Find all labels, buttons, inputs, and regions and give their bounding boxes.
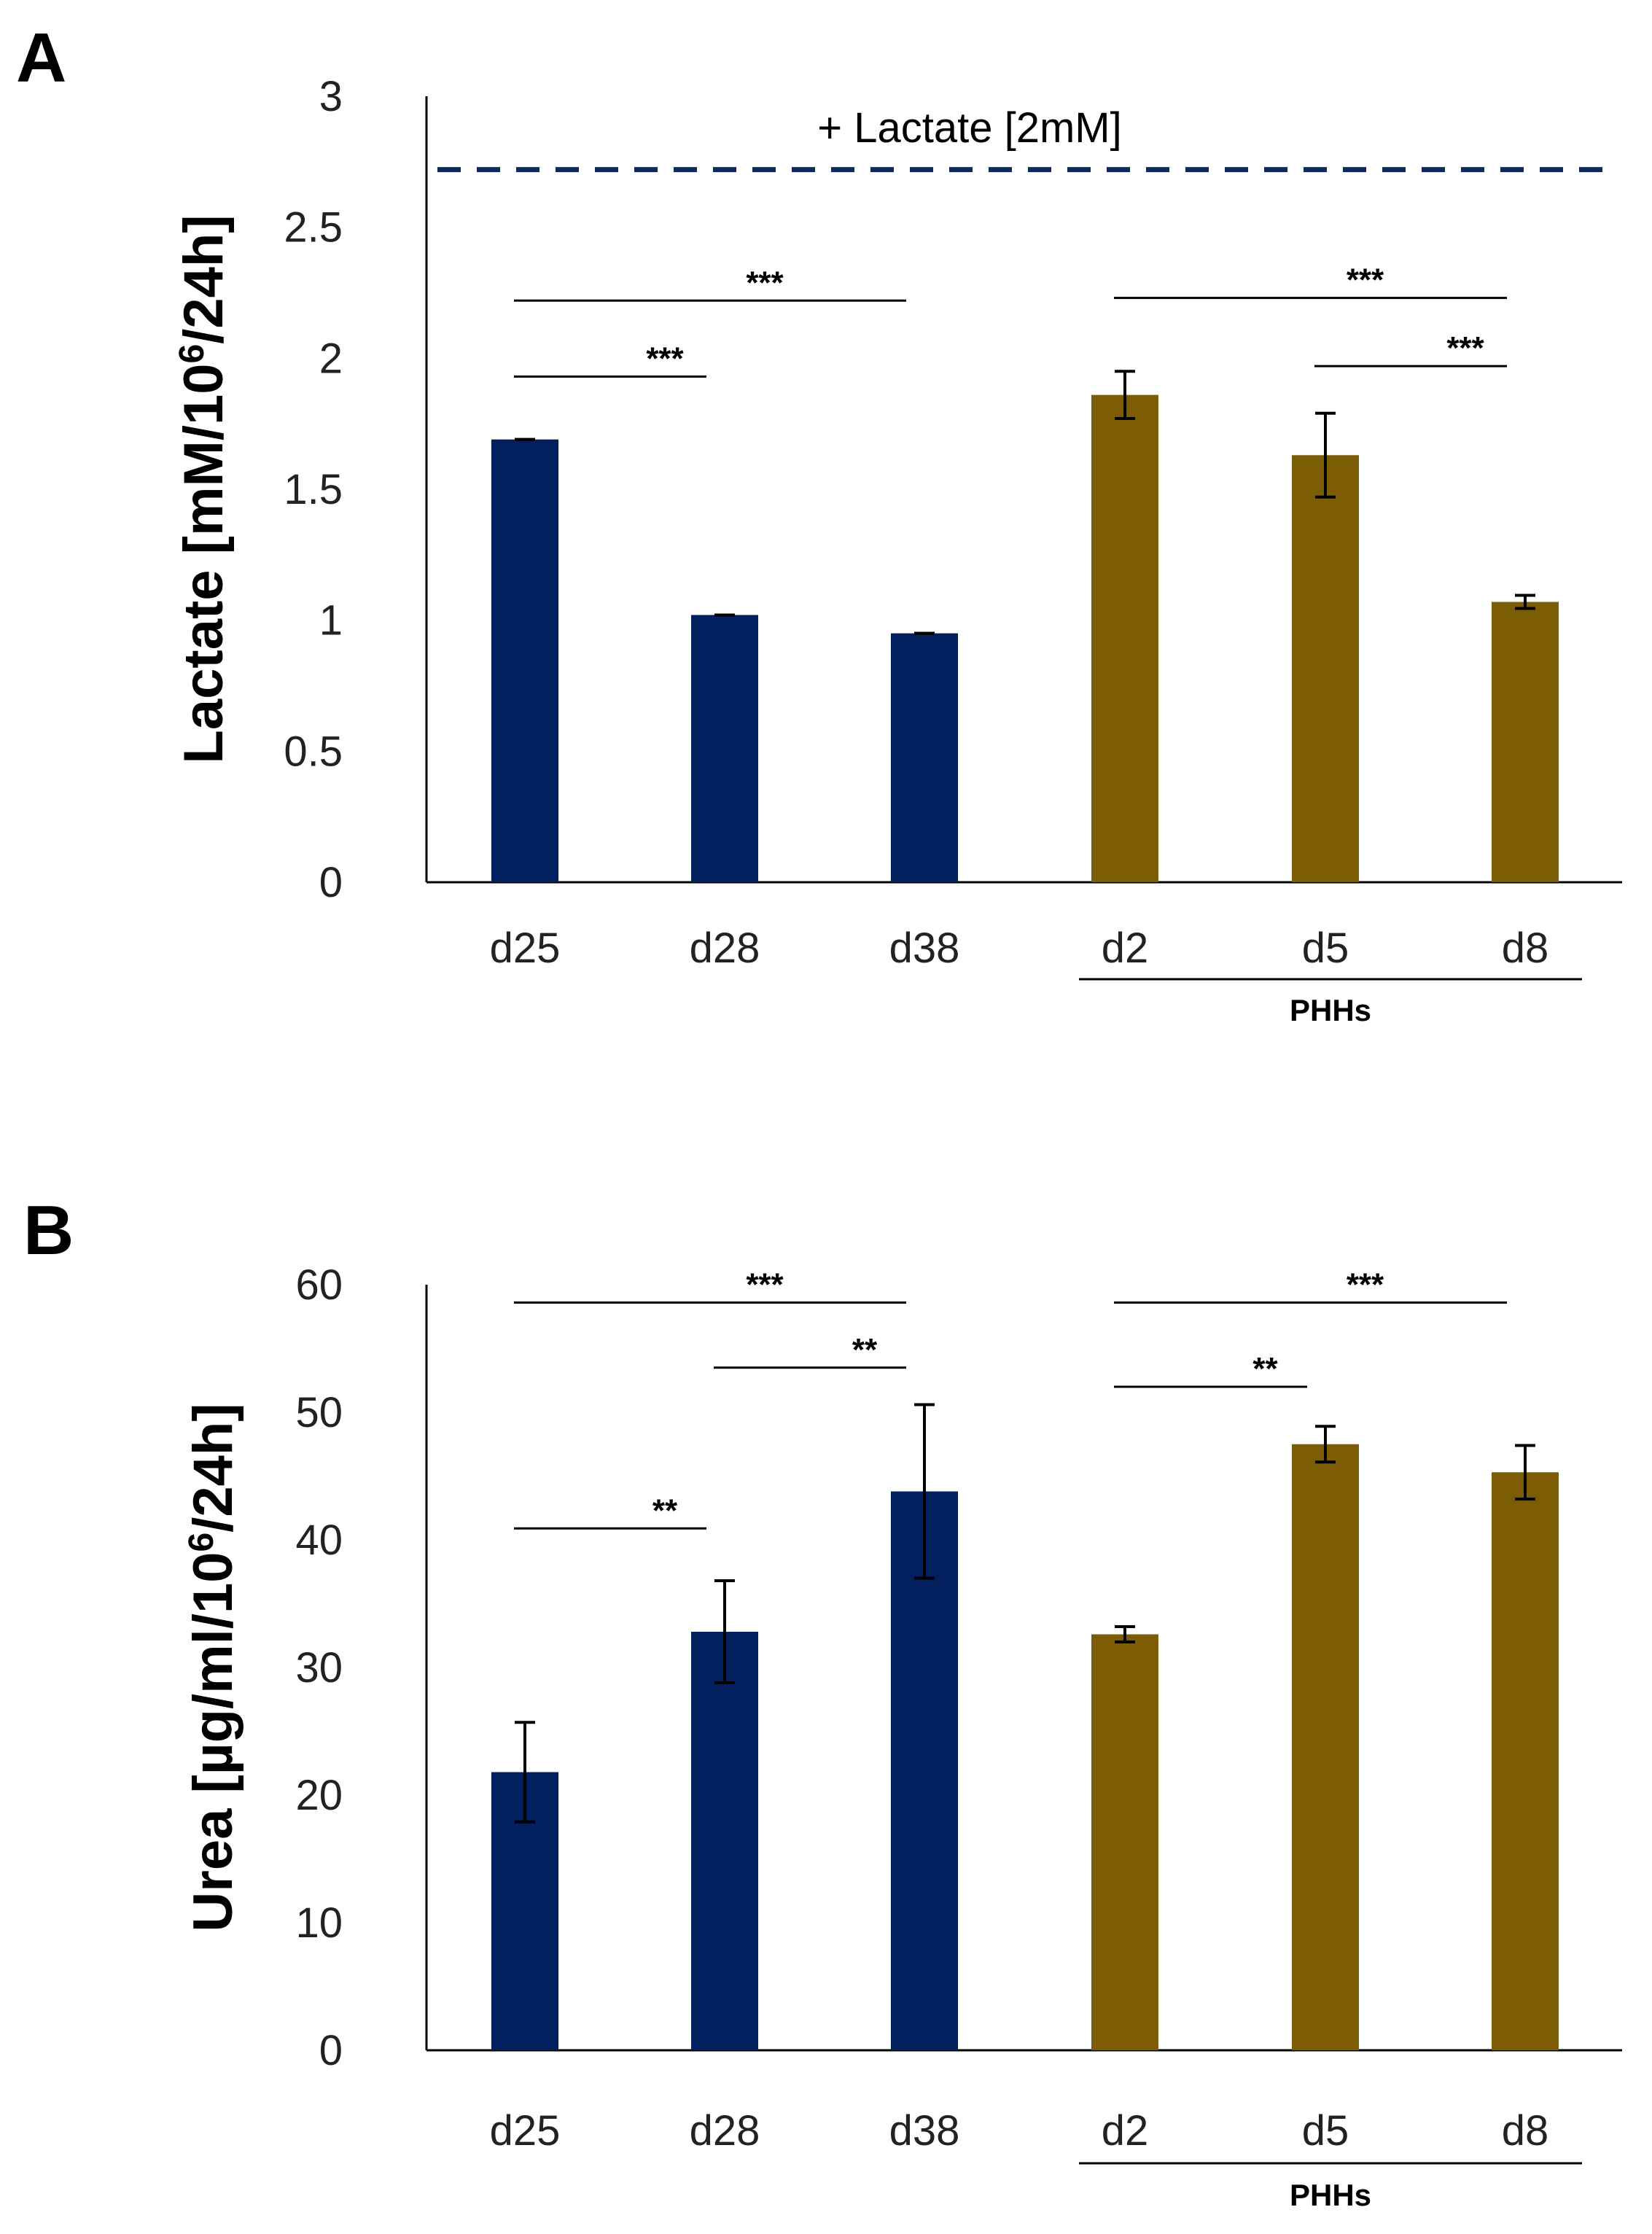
panel-b-category-label: d2 bbox=[1102, 2107, 1149, 2155]
panel-a-y-tick-label: 1 bbox=[319, 597, 343, 645]
panel-a-y-tick-label: 0 bbox=[319, 859, 343, 906]
panel-b-y-tick-label: 10 bbox=[295, 1899, 343, 1947]
panel-letter-a: A bbox=[16, 19, 66, 97]
panel-b-significance-label: ** bbox=[1252, 1351, 1278, 1387]
panel-a-reference-label: + Lactate [2mM] bbox=[817, 104, 1121, 152]
panel-a-chart: 0 0.5 1 1.5 2 2.5 3 Lactate [mM/106/24h] d25 d28 d… bbox=[173, 73, 1622, 1027]
panel-a-category-label: d2 bbox=[1102, 925, 1149, 972]
panel-a-category-label: d28 bbox=[690, 925, 760, 972]
panel-a-bar-d2 bbox=[1091, 394, 1158, 882]
panel-a-group-label: PHHs bbox=[1290, 993, 1371, 1027]
panel-b-bar-d38 bbox=[891, 1491, 958, 2050]
panel-b-y-tick-label: 40 bbox=[295, 1517, 343, 1564]
panel-a-significance-label: *** bbox=[646, 340, 684, 376]
panel-b-category-label: d5 bbox=[1302, 2107, 1349, 2155]
panel-b-y-tick-label: 30 bbox=[295, 1644, 343, 1692]
panel-b-y-tick-label: 20 bbox=[295, 1772, 343, 1819]
panel-b-category-label: d28 bbox=[690, 2107, 760, 2155]
panel-a-bar-d8 bbox=[1492, 602, 1559, 882]
panel-b-y-tick-label: 50 bbox=[295, 1389, 343, 1436]
panel-b-y-tick-label: 60 bbox=[295, 1261, 343, 1309]
panel-b-category-label: d38 bbox=[889, 2107, 960, 2155]
panel-b-bar-d5 bbox=[1292, 1444, 1359, 2050]
panel-b-significance-label: ** bbox=[652, 1492, 678, 1528]
panel-b-bar-d2 bbox=[1091, 1634, 1158, 2050]
panel-a-bar-d5 bbox=[1292, 455, 1359, 882]
panel-letter-b: B bbox=[23, 1191, 74, 1269]
panel-a-significance-label: *** bbox=[1446, 330, 1484, 366]
panel-b-bar-d8 bbox=[1492, 1472, 1559, 2050]
panel-b-y-axis-title: Urea [µg/ml/106/24h] bbox=[182, 1403, 244, 1931]
panel-b-category-label: d8 bbox=[1502, 2107, 1549, 2155]
panel-b-significance-label: ** bbox=[852, 1332, 878, 1368]
panel-a-bar-d38 bbox=[891, 633, 958, 882]
panel-a-bar-d28 bbox=[691, 615, 758, 882]
panel-b-bar-d28 bbox=[691, 1632, 758, 2050]
panel-a-bar-d25 bbox=[491, 439, 558, 882]
panel-a-category-label: d25 bbox=[490, 925, 561, 972]
panel-b-significance-label: *** bbox=[1347, 1267, 1384, 1303]
panel-a-category-label: d38 bbox=[889, 925, 960, 972]
panel-a-y-tick-label: 1.5 bbox=[284, 466, 343, 513]
panel-a-y-tick-label: 0.5 bbox=[284, 728, 343, 775]
panel-b-category-label: d25 bbox=[490, 2107, 561, 2155]
panel-b-group-label: PHHs bbox=[1290, 2178, 1371, 2212]
panel-a-y-axis-title: Lactate [mM/106/24h] bbox=[173, 214, 235, 763]
panel-a-y-tick-label: 3 bbox=[319, 73, 343, 120]
panel-a-category-label: d8 bbox=[1502, 925, 1549, 972]
panel-a-y-tick-label: 2.5 bbox=[284, 204, 343, 252]
panel-b-chart: 0 10 20 30 40 50 60 Urea [µg/ml/106/24h] d25 d28 d… bbox=[182, 1261, 1622, 2212]
panel-a-significance-label: *** bbox=[746, 265, 784, 300]
panel-b-significance-label: *** bbox=[746, 1267, 784, 1303]
panel-a-y-tick-label: 2 bbox=[319, 335, 343, 382]
panel-a-significance-label: *** bbox=[1347, 262, 1384, 298]
panel-a-category-label: d5 bbox=[1302, 925, 1349, 972]
panel-b-y-tick-label: 0 bbox=[319, 2027, 343, 2074]
